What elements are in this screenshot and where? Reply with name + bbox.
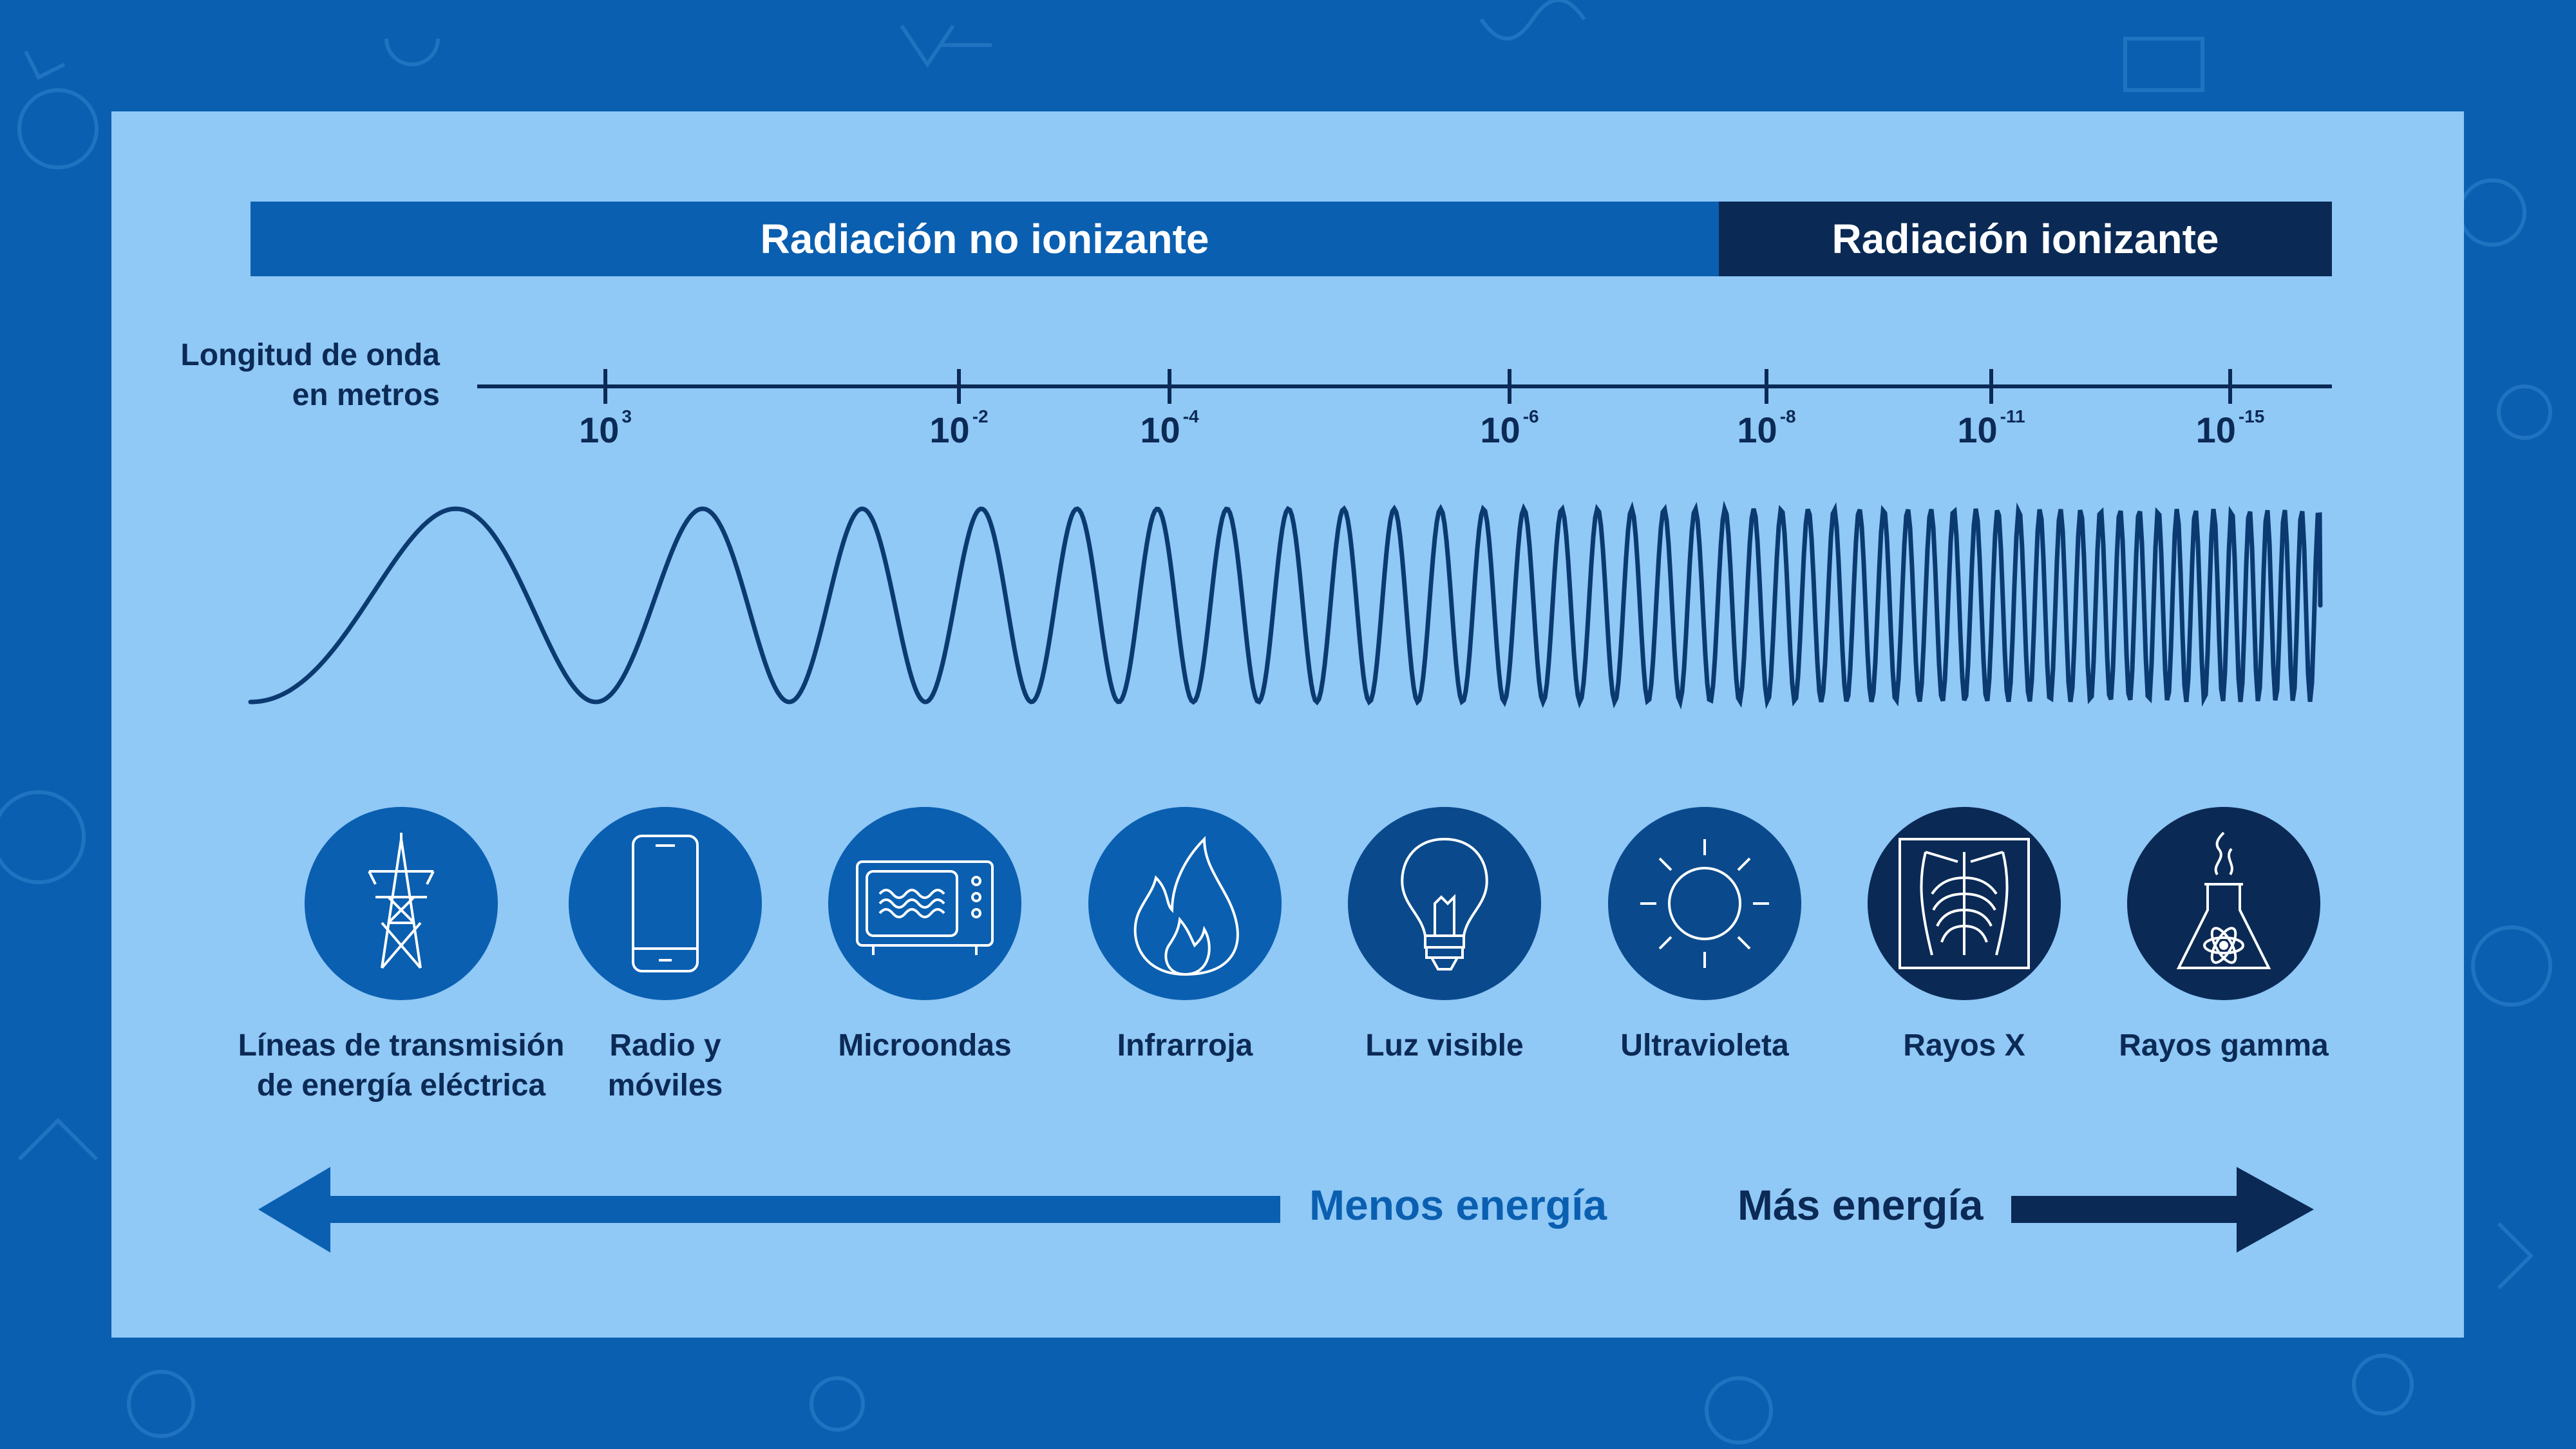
source-icon-circle [305, 807, 498, 1000]
wavelength-axis-label: Longitud de onda en metros [180, 338, 440, 412]
more-energy-label: Más energía [1738, 1181, 1984, 1229]
less-energy-label: Menos energía [1309, 1181, 1607, 1229]
tick-base: 10 [1737, 410, 1777, 450]
power-tower-icon [368, 833, 435, 969]
tick-base: 10 [1957, 410, 1998, 450]
source-label: Ultravioleta [1620, 1028, 1789, 1063]
non-ionizing-label: Radiación no ionizante [760, 216, 1209, 262]
tick-label: 10 3 [579, 406, 632, 451]
ionizing-band: Radiación ionizante [1719, 202, 2332, 276]
source-label: Líneas de transmisión de energía eléctri… [238, 1028, 565, 1103]
spectrum-graphic [248, 369, 2332, 1253]
source-label: Rayos X [1903, 1028, 2025, 1063]
tick-exponent: -6 [1522, 406, 1539, 426]
source-label: Microondas [838, 1028, 1012, 1063]
ionizing-label: Radiación ionizante [1832, 216, 2219, 262]
source-label: Infrarroja [1117, 1028, 1253, 1063]
source-icon-circle [828, 807, 1021, 1000]
nuclear-flask-icon [2176, 831, 2271, 969]
tick-exponent: -15 [2238, 406, 2265, 426]
spectrum-panel: Radiación no ionizante Radiación ionizan… [111, 111, 2464, 1338]
tick-exponent: -11 [2000, 406, 2025, 426]
mobile-phone-icon [632, 835, 699, 972]
right-arrow-icon [2011, 1167, 2314, 1253]
tick-exponent: -8 [1779, 406, 1796, 426]
tick-label: 10 -11 [1957, 406, 2025, 451]
source-label: Luz visible [1365, 1028, 1524, 1063]
non-ionizing-band: Radiación no ionizante [251, 202, 1719, 276]
left-arrow-icon [258, 1167, 1280, 1253]
wave-curve [248, 500, 2323, 710]
tick-base: 10 [929, 410, 970, 450]
source-icon-circle [1348, 807, 1541, 1000]
tick-label: 10 -6 [1480, 406, 1539, 451]
tick-label: 10 -2 [929, 406, 989, 451]
sun-icon [1640, 839, 1769, 968]
tick-exponent: 3 [621, 406, 632, 426]
xray-chest-icon [1899, 838, 2030, 969]
flame-icon [1133, 836, 1239, 976]
light-bulb-icon [1401, 837, 1488, 971]
tick-base: 10 [1480, 410, 1520, 450]
source-label: Rayos gamma [2119, 1028, 2329, 1063]
tick-label: 10 -8 [1737, 406, 1796, 451]
source-icon-circle [1868, 807, 2061, 1000]
tick-base: 10 [579, 410, 620, 450]
tick-label: 10 -4 [1140, 406, 1199, 451]
tick-exponent: -2 [972, 406, 989, 426]
source-icon-circle [1088, 807, 1282, 1000]
source-icon-circle [1608, 807, 1801, 1000]
tick-label: 10 -15 [2195, 406, 2265, 451]
source-icon-circle [569, 807, 762, 1000]
source-label: Radio y móviles [607, 1028, 723, 1103]
microwave-icon [856, 860, 994, 955]
tick-base: 10 [2195, 410, 2236, 450]
tick-base: 10 [1140, 410, 1180, 450]
tick-exponent: -4 [1182, 406, 1199, 426]
source-icon-circle [2127, 807, 2320, 1000]
